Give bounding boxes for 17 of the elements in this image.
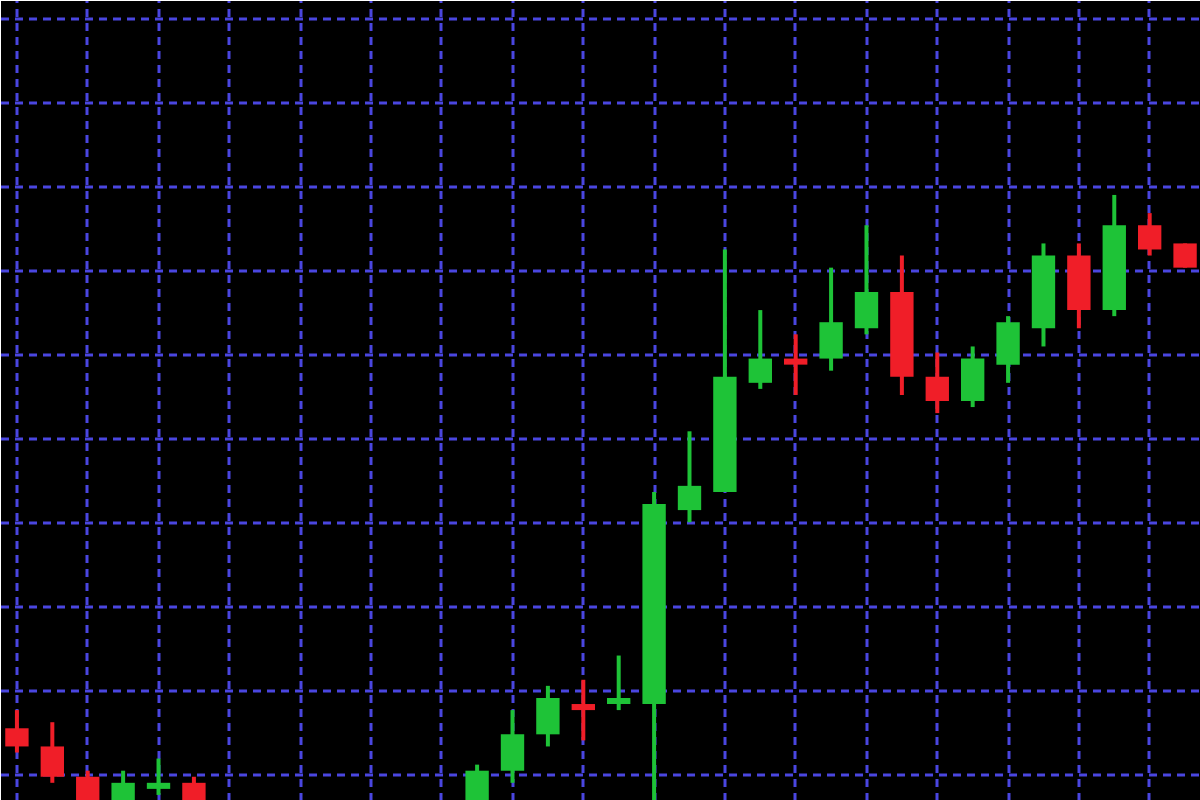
candlestick bbox=[677, 429, 702, 525]
candlestick bbox=[784, 332, 808, 397]
candlestick bbox=[961, 344, 985, 410]
candlestick bbox=[40, 720, 65, 785]
candlestick bbox=[996, 314, 1020, 385]
candlestick bbox=[536, 683, 560, 749]
candlestick bbox=[1173, 241, 1197, 270]
candlestick bbox=[607, 653, 631, 713]
candlestick bbox=[1137, 211, 1162, 258]
candlestick bbox=[819, 265, 843, 373]
candlestick bbox=[500, 708, 525, 785]
candlestick bbox=[146, 756, 171, 797]
candlestick bbox=[925, 350, 949, 416]
candlestick bbox=[748, 308, 772, 391]
candlestick bbox=[571, 677, 595, 743]
candlestick bbox=[854, 223, 879, 337]
candlestick bbox=[5, 708, 29, 755]
